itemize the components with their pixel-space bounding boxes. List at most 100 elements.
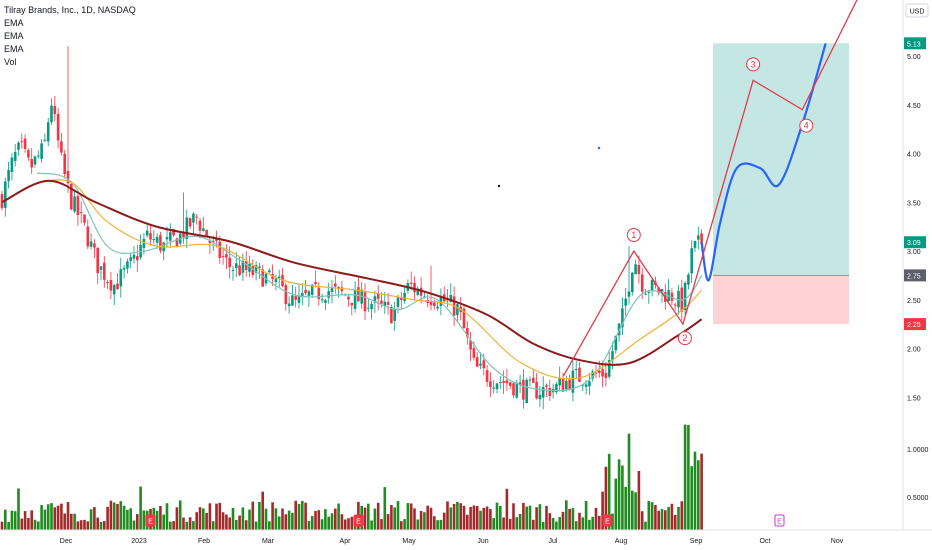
price-marker[interactable]: [904, 236, 926, 249]
candle[interactable]: [66, 171, 70, 184]
ema-fast-line[interactable]: [36, 172, 703, 392]
candle[interactable]: [291, 295, 294, 306]
candle[interactable]: [93, 243, 96, 248]
candle[interactable]: [383, 301, 387, 307]
candle[interactable]: [79, 211, 83, 213]
candle[interactable]: [472, 348, 476, 358]
candle[interactable]: [274, 278, 278, 283]
candle[interactable]: [522, 379, 525, 400]
candle[interactable]: [370, 304, 373, 310]
wave-path[interactable]: [563, 0, 866, 377]
candle[interactable]: [621, 308, 624, 328]
candle[interactable]: [277, 276, 281, 279]
candle[interactable]: [46, 122, 50, 142]
candle[interactable]: [532, 377, 535, 383]
candle[interactable]: [700, 233, 703, 245]
candle[interactable]: [235, 263, 238, 269]
candle[interactable]: [268, 270, 271, 273]
candle[interactable]: [152, 239, 156, 241]
symbol-title[interactable]: Tilray Brands, Inc., 1D, NASDAQ: [4, 5, 136, 15]
candle[interactable]: [386, 302, 390, 305]
candle[interactable]: [10, 157, 14, 172]
candle[interactable]: [419, 287, 423, 296]
candle[interactable]: [588, 381, 591, 387]
candle[interactable]: [244, 261, 248, 270]
price-marker[interactable]: [904, 37, 926, 50]
candle[interactable]: [416, 288, 420, 295]
candle[interactable]: [475, 357, 479, 367]
candle[interactable]: [4, 181, 7, 208]
candle[interactable]: [400, 298, 403, 301]
candle[interactable]: [367, 307, 370, 309]
target-zone[interactable]: [713, 43, 849, 276]
candle[interactable]: [624, 298, 627, 306]
wave-label-circle[interactable]: [799, 118, 814, 133]
candle[interactable]: [287, 303, 291, 307]
candle[interactable]: [598, 370, 601, 373]
candle[interactable]: [601, 369, 604, 377]
candle[interactable]: [109, 280, 113, 291]
candle[interactable]: [456, 304, 459, 316]
candle[interactable]: [396, 297, 400, 307]
candle[interactable]: [132, 254, 136, 259]
candle[interactable]: [248, 263, 251, 272]
candle[interactable]: [607, 360, 611, 377]
candle[interactable]: [647, 291, 651, 293]
candle[interactable]: [83, 214, 86, 223]
candle[interactable]: [231, 269, 235, 271]
candle[interactable]: [492, 387, 495, 389]
candle[interactable]: [185, 217, 189, 240]
candle[interactable]: [479, 363, 482, 366]
candle[interactable]: [644, 293, 647, 295]
candle[interactable]: [499, 381, 502, 383]
candle[interactable]: [604, 372, 608, 378]
candle[interactable]: [297, 295, 301, 303]
candle[interactable]: [518, 382, 522, 385]
candle[interactable]: [60, 141, 63, 153]
candle[interactable]: [637, 264, 641, 275]
candle[interactable]: [225, 254, 228, 258]
candle[interactable]: [20, 141, 24, 143]
candle[interactable]: [545, 385, 548, 387]
candle[interactable]: [126, 261, 129, 269]
candle[interactable]: [611, 351, 614, 361]
candle[interactable]: [584, 384, 588, 387]
candle[interactable]: [119, 269, 123, 287]
candle[interactable]: [320, 299, 324, 301]
candle[interactable]: [466, 327, 469, 337]
wave-label-circle[interactable]: [677, 331, 692, 346]
candle[interactable]: [241, 260, 245, 273]
candle[interactable]: [687, 274, 690, 285]
candle[interactable]: [515, 382, 519, 398]
candle[interactable]: [198, 220, 202, 231]
candle[interactable]: [697, 235, 700, 240]
candle[interactable]: [73, 196, 76, 212]
candle[interactable]: [142, 238, 146, 248]
candle[interactable]: [353, 290, 357, 309]
candle[interactable]: [294, 296, 297, 300]
candle[interactable]: [347, 296, 350, 300]
candle[interactable]: [13, 152, 17, 162]
candle[interactable]: [565, 380, 568, 390]
candle[interactable]: [89, 241, 93, 247]
candle[interactable]: [502, 380, 505, 383]
candle[interactable]: [482, 360, 486, 369]
candle[interactable]: [535, 381, 538, 399]
candle[interactable]: [650, 279, 654, 292]
candle[interactable]: [373, 296, 377, 303]
candle[interactable]: [103, 262, 106, 280]
candle[interactable]: [40, 143, 43, 159]
candle[interactable]: [334, 283, 337, 287]
candle[interactable]: [657, 287, 660, 293]
candle[interactable]: [449, 295, 453, 303]
candle[interactable]: [409, 282, 413, 284]
candle[interactable]: [238, 265, 241, 276]
price-marker[interactable]: [904, 318, 926, 331]
candle[interactable]: [403, 292, 406, 301]
candle[interactable]: [673, 304, 677, 306]
currency-button[interactable]: [905, 3, 929, 18]
candle[interactable]: [145, 230, 149, 236]
candle[interactable]: [390, 306, 393, 324]
candle[interactable]: [324, 300, 327, 303]
